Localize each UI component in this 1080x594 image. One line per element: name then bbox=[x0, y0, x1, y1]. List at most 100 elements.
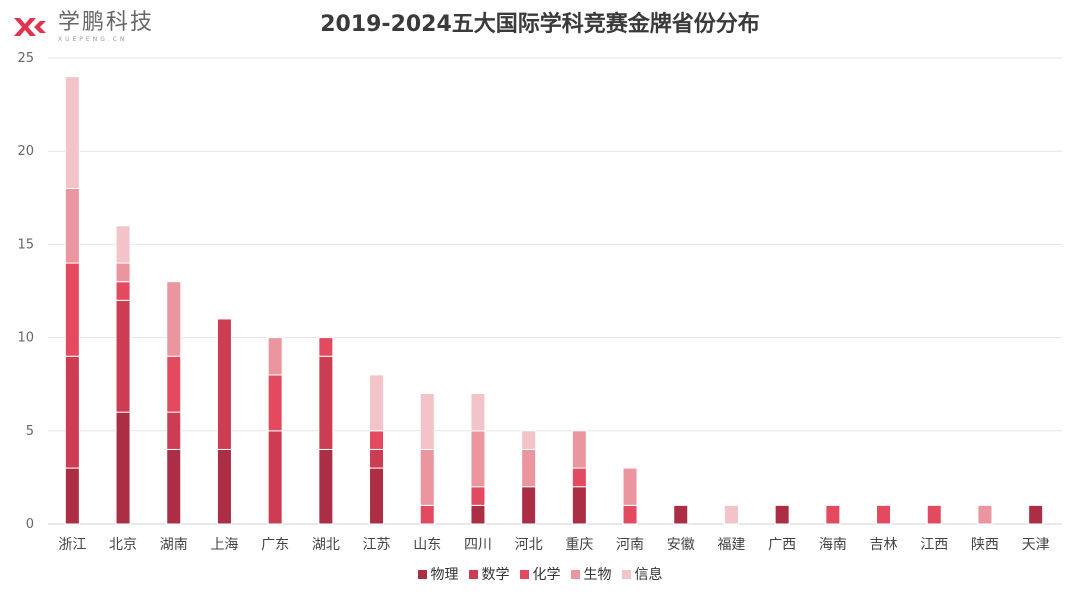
x-tick-label: 海南 bbox=[819, 537, 847, 553]
legend-label: 信息 bbox=[634, 567, 663, 583]
grid-lines bbox=[48, 57, 1062, 525]
bar-segment bbox=[166, 355, 182, 413]
bar-segment bbox=[369, 430, 385, 450]
bar-segment bbox=[521, 448, 537, 488]
bar-segment bbox=[876, 504, 892, 525]
legend: 物理 数学 化学 生物 信息 bbox=[0, 564, 1080, 584]
bar-segment bbox=[369, 374, 385, 432]
x-tick-label: 河北 bbox=[515, 537, 543, 553]
bar-segment bbox=[470, 393, 486, 432]
bar-segment bbox=[115, 299, 131, 413]
bar-segment bbox=[977, 504, 993, 525]
legend-label: 生物 bbox=[583, 567, 612, 583]
legend-item[interactable]: 信息 bbox=[621, 564, 663, 584]
bar-segment bbox=[64, 76, 80, 189]
brand-domain: XUEPENG.CN bbox=[58, 35, 128, 43]
legend-label: 物理 bbox=[430, 567, 459, 583]
brand-name: 学鹏科技 bbox=[58, 9, 155, 35]
legend-item[interactable]: 生物 bbox=[570, 564, 612, 584]
bar-segment bbox=[419, 504, 435, 525]
x-tick-label: 山东 bbox=[413, 537, 441, 553]
x-tick-label: 浙江 bbox=[58, 537, 86, 553]
x-tick-label: 四川 bbox=[464, 537, 492, 553]
x-tick-label: 天津 bbox=[1022, 537, 1050, 553]
y-tick-label: 20 bbox=[17, 144, 34, 159]
bar-segment bbox=[369, 467, 385, 525]
x-tick-label: 重庆 bbox=[565, 537, 593, 553]
legend-swatch bbox=[468, 569, 478, 579]
bar-segment bbox=[571, 430, 587, 469]
y-tick-label: 0 bbox=[26, 517, 34, 532]
bar-segment bbox=[470, 486, 486, 506]
bar-segment bbox=[216, 318, 232, 450]
bar-segment bbox=[115, 411, 131, 525]
legend-swatch bbox=[417, 569, 427, 579]
legend-swatch bbox=[570, 569, 580, 579]
legend-item[interactable]: 物理 bbox=[417, 564, 459, 584]
x-tick-label: 江苏 bbox=[363, 537, 391, 553]
bar-segment bbox=[419, 448, 435, 506]
bar-segment bbox=[673, 504, 689, 525]
bar-segment bbox=[622, 504, 638, 525]
x-tick-label: 河南 bbox=[616, 537, 644, 553]
y-axis: 0 5 10 15 20 25 bbox=[17, 51, 34, 532]
bar-segment bbox=[622, 467, 638, 506]
y-tick-label: 5 bbox=[26, 424, 34, 439]
bar-segment bbox=[723, 504, 739, 525]
x-tick-label: 江西 bbox=[920, 537, 948, 553]
x-tick-label: 上海 bbox=[210, 537, 238, 553]
x-axis: 浙江 北京 湖南 上海 广东 湖北 江苏 山东 四川 河北 重庆 河南 安徽 福建 广西 海南 吉林 江西 陕西 天津 bbox=[58, 537, 1049, 553]
bar-segment bbox=[470, 430, 486, 488]
bar-segment bbox=[774, 504, 790, 525]
legend-item[interactable]: 数学 bbox=[468, 564, 510, 584]
legend-label: 数学 bbox=[481, 567, 510, 583]
x-tick-label: 广东 bbox=[261, 537, 289, 553]
bar-segment bbox=[267, 374, 283, 432]
x-tick-label: 安徽 bbox=[667, 537, 695, 553]
brand-logo-icon bbox=[14, 18, 46, 36]
x-tick-label: 吉林 bbox=[870, 537, 898, 553]
legend-swatch bbox=[621, 569, 631, 579]
legend-item[interactable]: 化学 bbox=[519, 564, 561, 584]
bar-segment bbox=[419, 393, 435, 450]
bar-segment bbox=[571, 486, 587, 525]
y-tick-label: 15 bbox=[17, 237, 34, 252]
x-tick-label: 福建 bbox=[717, 537, 745, 553]
bar-segment bbox=[64, 262, 80, 357]
bar-segment bbox=[1028, 504, 1044, 525]
bar-segment bbox=[216, 448, 232, 525]
x-tick-label: 北京 bbox=[109, 537, 137, 553]
bar-segment bbox=[318, 337, 334, 357]
bar-segment bbox=[166, 281, 182, 357]
legend-swatch bbox=[519, 569, 529, 579]
bar-segment bbox=[470, 504, 486, 525]
bar-segment bbox=[64, 187, 80, 264]
y-tick-label: 25 bbox=[17, 51, 34, 66]
bar-segment bbox=[369, 448, 385, 469]
bar-segment bbox=[571, 467, 587, 488]
x-tick-label: 湖南 bbox=[160, 537, 188, 553]
bar-segment bbox=[115, 225, 131, 264]
chart-title: 2019-2024五大国际学科竞赛金牌省份分布 bbox=[320, 12, 760, 37]
bar-segment bbox=[521, 486, 537, 525]
bar-segment bbox=[64, 355, 80, 469]
brand-logo: 学鹏科技 XUEPENG.CN bbox=[12, 10, 154, 44]
x-tick-label: 湖北 bbox=[312, 537, 340, 553]
bar-segment bbox=[267, 430, 283, 525]
bar-segment bbox=[115, 281, 131, 301]
bar-segment bbox=[115, 262, 131, 283]
y-tick-label: 10 bbox=[17, 331, 34, 346]
bar-segment bbox=[825, 504, 841, 525]
bar-segment bbox=[318, 355, 334, 450]
bar-segment bbox=[166, 411, 182, 450]
bars bbox=[64, 76, 1044, 525]
bar-segment bbox=[166, 448, 182, 525]
x-tick-label: 广西 bbox=[768, 537, 796, 553]
bar-segment bbox=[64, 467, 80, 525]
bar-segment bbox=[267, 337, 283, 376]
bar-segment bbox=[521, 430, 537, 450]
bar-segment bbox=[318, 448, 334, 525]
x-tick-label: 陕西 bbox=[971, 537, 999, 553]
legend-label: 化学 bbox=[532, 567, 561, 583]
